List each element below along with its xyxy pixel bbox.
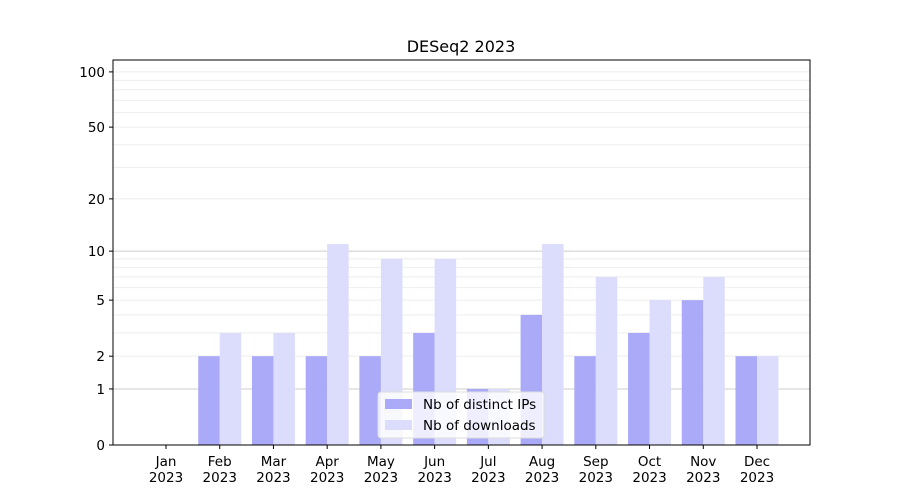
x-tick-label: Dec 2023 bbox=[740, 454, 774, 486]
bar-downloads bbox=[595, 276, 618, 445]
y-tick-label: 100 bbox=[79, 65, 105, 81]
y-axis: 0 1 2 5 10 20 50 100 bbox=[79, 65, 113, 454]
y-tick-label: 1 bbox=[96, 382, 105, 398]
x-tick-label: May 2023 bbox=[364, 454, 398, 486]
bar-distinct-ips bbox=[305, 356, 328, 445]
legend-label-downloads: Nb of downloads bbox=[423, 418, 536, 434]
bar-distinct-ips bbox=[735, 356, 757, 445]
y-tick-label: 0 bbox=[96, 438, 105, 454]
plot-frame bbox=[112, 59, 811, 446]
x-tick-label: Apr 2023 bbox=[310, 454, 344, 486]
x-axis: Jan 2023 Feb 2023 Mar 2023 Apr 2023 May 2023 Jun 20… bbox=[149, 445, 774, 486]
bar-distinct-ips bbox=[198, 356, 220, 445]
legend-label-ips: Nb of distinct IPs bbox=[423, 397, 536, 413]
bar-distinct-ips bbox=[628, 332, 650, 445]
x-tick-label: Nov 2023 bbox=[686, 454, 720, 486]
y-tick-label: 50 bbox=[88, 120, 105, 136]
x-tick-label: Jun 2023 bbox=[417, 454, 451, 486]
x-tick-label: Jan 2023 bbox=[149, 454, 183, 486]
bar-downloads bbox=[703, 276, 725, 445]
bar-downloads bbox=[219, 332, 242, 445]
bar-downloads bbox=[273, 332, 295, 445]
bar-distinct-ips bbox=[251, 356, 274, 445]
y-tick-label: 20 bbox=[88, 192, 105, 208]
bar-downloads bbox=[649, 300, 672, 445]
x-tick-label: Jul 2023 bbox=[471, 454, 505, 486]
chart-title: DESeq2 2023 bbox=[407, 37, 516, 56]
y-tick-label: 2 bbox=[96, 349, 105, 365]
y-tick-label: 10 bbox=[88, 244, 105, 260]
x-tick-label: Oct 2023 bbox=[632, 454, 666, 486]
x-tick-label: Sep 2023 bbox=[579, 454, 613, 486]
legend-swatch-ips bbox=[385, 399, 412, 409]
x-tick-label: Mar 2023 bbox=[256, 454, 290, 486]
bar-downloads bbox=[757, 356, 779, 445]
x-tick-label: Aug 2023 bbox=[525, 454, 559, 486]
legend: Nb of distinct IPs Nb of downloads bbox=[377, 391, 545, 439]
bar-downloads bbox=[542, 244, 564, 445]
bar-downloads bbox=[327, 244, 349, 445]
legend-swatch-downloads bbox=[385, 420, 412, 430]
bar-distinct-ips bbox=[681, 300, 704, 445]
bar-distinct-ips bbox=[359, 356, 381, 445]
bar-distinct-ips bbox=[574, 356, 596, 445]
x-tick-label: Feb 2023 bbox=[203, 454, 237, 486]
y-tick-label: 5 bbox=[96, 293, 105, 309]
